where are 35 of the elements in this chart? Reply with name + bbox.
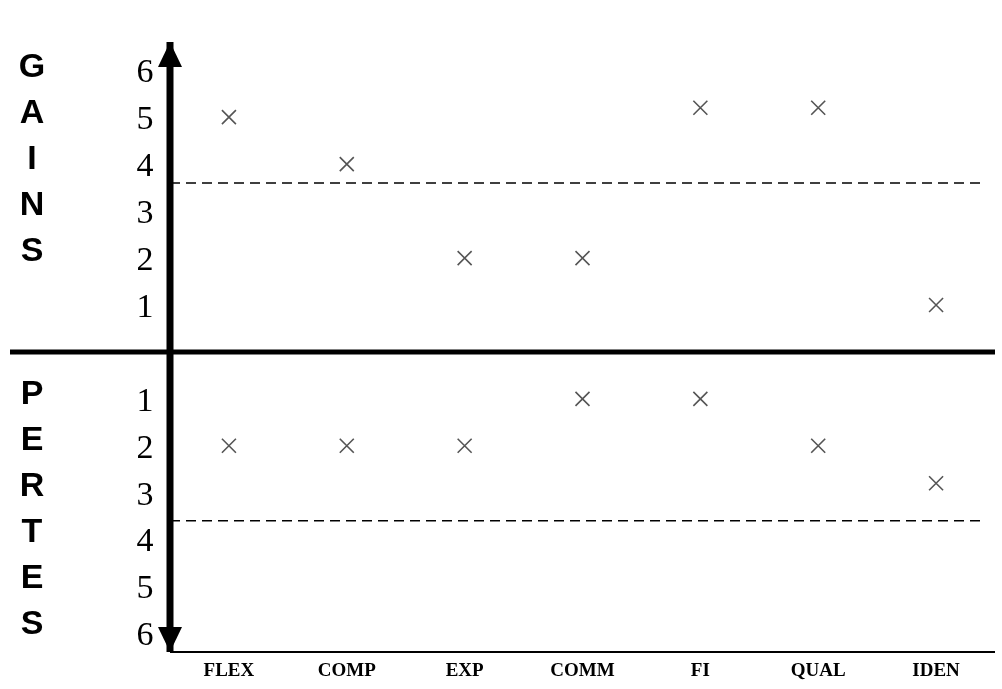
x-tick-label: QUAL <box>790 659 846 680</box>
x-tick-label: FI <box>690 659 710 680</box>
point <box>810 99 827 116</box>
x-tick-label: IDEN <box>912 659 961 680</box>
point <box>221 109 237 125</box>
point <box>928 475 944 492</box>
y-tick-label: 2 <box>136 427 154 465</box>
y-tick-label: 2 <box>136 239 154 277</box>
y-tick-label: 1 <box>136 380 154 418</box>
point <box>692 391 709 407</box>
y-tick-label: 4 <box>136 146 154 184</box>
point <box>338 437 355 454</box>
text: GAINS <box>18 46 46 268</box>
text: PERTES <box>19 373 45 641</box>
x-tick-label: COMM <box>550 659 615 680</box>
y-tick-label: 1 <box>136 286 154 324</box>
point <box>456 250 473 266</box>
x-tick-label: FLEX <box>203 659 255 680</box>
x-tick-label: COMP <box>317 659 377 680</box>
y-tick-label: 6 <box>136 615 154 653</box>
y-tick-label: 6 <box>136 52 154 90</box>
y-tick-label: 3 <box>136 192 154 230</box>
point <box>221 437 237 454</box>
point <box>456 437 473 454</box>
y-tick-label: 4 <box>136 521 154 559</box>
point <box>928 297 944 313</box>
point <box>574 391 591 407</box>
point <box>692 99 709 116</box>
y-tick-label: 5 <box>136 568 154 606</box>
x-tick-label: EXP <box>445 659 485 680</box>
y-tick-label: 5 <box>136 99 154 137</box>
point <box>810 437 827 454</box>
point <box>338 156 355 172</box>
point <box>574 250 591 266</box>
y-tick-label: 3 <box>136 474 154 512</box>
